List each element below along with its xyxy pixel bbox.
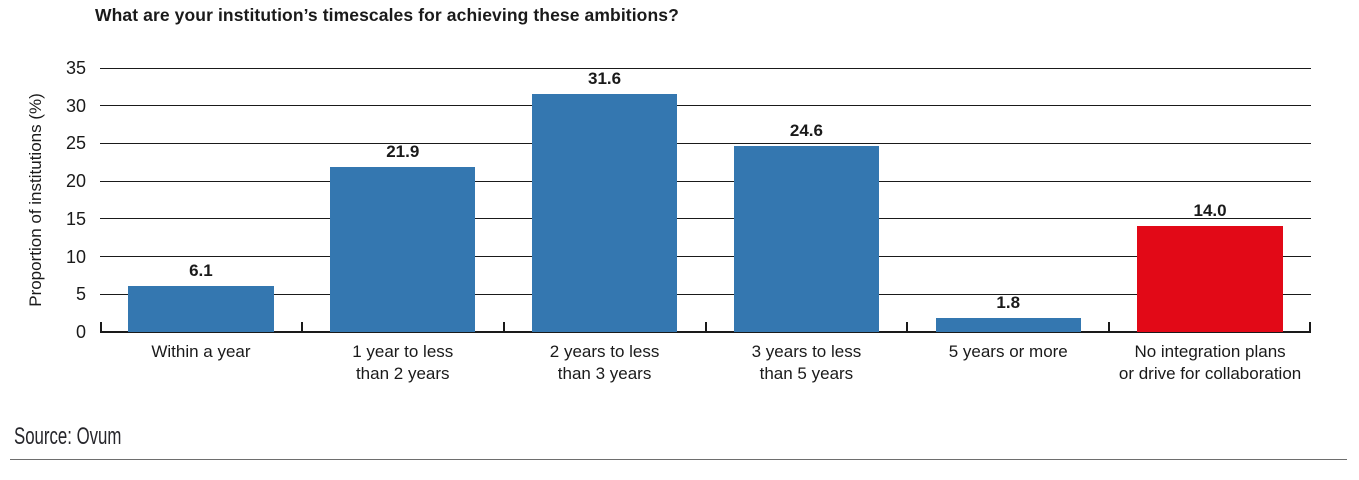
x-axis-tick [704,322,707,332]
x-axis-tick [100,322,102,332]
bar-value-label-1: 6.1 [189,261,213,280]
y-tick-label-10: 10 [65,246,86,267]
x-category-label-4: 3 years to less than 5 years [751,342,862,383]
x-category-label-2: 1 year to less than 2 years [352,342,454,383]
bar-value-label-2: 21.9 [386,141,420,161]
x-axis-tick [300,322,303,332]
x-category-label-6: No integration plans or drive for collab… [1118,342,1302,383]
x-axis-tick [502,322,505,332]
y-axis-tick-labels: 0 5 10 15 20 25 30 35 [0,58,86,342]
bar-6 [1137,226,1283,332]
y-tick-label-0: 0 [75,322,86,342]
bar-4 [733,146,880,332]
bar-3 [531,93,678,332]
x-axis-tick [906,322,909,332]
bar-value-label-3: 31.6 [588,68,622,88]
bar-value-label-6: 14.0 [1193,201,1227,221]
x-category-label-1: Within a year [151,342,251,361]
bar-value-label-4: 24.6 [789,121,823,141]
bar-1 [128,286,274,332]
x-axis-tick [1108,322,1111,332]
chart-title: What are your institution’s timescales f… [95,5,679,25]
gridline-15 [100,218,1311,220]
y-tick-label-20: 20 [65,171,86,192]
x-category-label-5: 5 years or more [948,342,1068,361]
y-tick-label-25: 25 [65,133,86,154]
gridline-35 [100,67,1311,69]
bar-value-label-5: 1.8 [996,293,1021,313]
gridline-25 [100,142,1311,144]
x-axis-category-labels: Within a year 1 year to less than 2 years… [100,341,1311,391]
gridline-10 [100,256,1311,258]
y-tick-label-5: 5 [75,284,86,305]
y-tick-label-35: 35 [65,58,86,78]
gridline-20 [100,180,1311,182]
y-tick-label-15: 15 [65,208,86,229]
x-category-label-3: 2 years to less than 3 years [549,342,660,383]
bar-5 [935,318,1081,332]
source-divider-line [10,459,1347,460]
x-axis-line [100,331,1311,333]
source-text: Source: Ovum [14,423,122,450]
gridline-30 [100,105,1311,107]
plot-area: 6.1 21.9 31.6 24.6 1.8 14.0 [100,67,1311,333]
x-axis-tick [1309,322,1311,332]
bar-2 [330,166,476,332]
gridline-5 [100,293,1311,295]
y-tick-label-30: 30 [65,95,86,116]
